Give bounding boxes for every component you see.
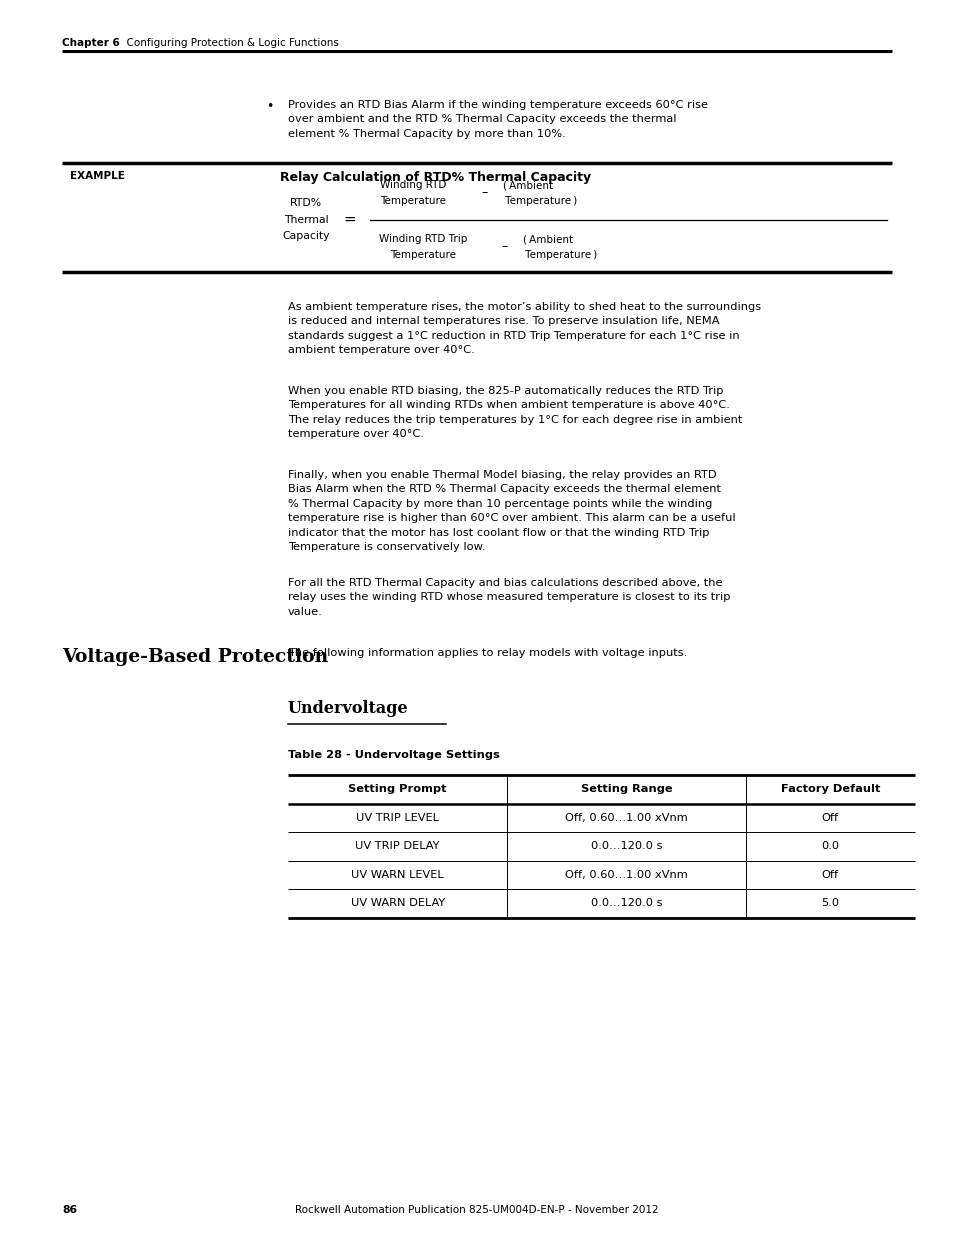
Text: Setting Range: Setting Range: [580, 784, 672, 794]
Text: UV WARN DELAY: UV WARN DELAY: [351, 898, 444, 908]
Text: Winding RTD Trip: Winding RTD Trip: [378, 233, 467, 243]
Text: RTD%: RTD%: [290, 199, 322, 209]
Text: ( Ambient: ( Ambient: [522, 235, 573, 245]
Text: Setting Prompt: Setting Prompt: [348, 784, 447, 794]
Text: The following information applies to relay models with voltage inputs.: The following information applies to rel…: [288, 648, 686, 658]
Text: Off: Off: [821, 813, 838, 823]
Text: Provides an RTD Bias Alarm if the winding temperature exceeds 60°C rise
over amb: Provides an RTD Bias Alarm if the windin…: [288, 100, 707, 138]
Text: Finally, when you enable Thermal Model biasing, the relay provides an RTD
Bias A: Finally, when you enable Thermal Model b…: [288, 471, 735, 552]
Text: UV TRIP LEVEL: UV TRIP LEVEL: [355, 813, 438, 823]
Text: When you enable RTD biasing, the 825-P automatically reduces the RTD Trip
Temper: When you enable RTD biasing, the 825-P a…: [288, 387, 741, 440]
Text: ( Ambient: ( Ambient: [502, 180, 553, 190]
Text: Chapter 6: Chapter 6: [62, 38, 120, 48]
Text: Temperature ): Temperature ): [522, 251, 597, 261]
Text: Temperature: Temperature: [390, 249, 456, 259]
Text: UV WARN LEVEL: UV WARN LEVEL: [351, 869, 443, 879]
Text: Off, 0.60…1.00 xVnm: Off, 0.60…1.00 xVnm: [564, 813, 687, 823]
Text: 86: 86: [62, 1205, 77, 1215]
Text: 0.0…120.0 s: 0.0…120.0 s: [590, 841, 661, 851]
Text: 5.0: 5.0: [821, 898, 839, 908]
Text: Factory Default: Factory Default: [780, 784, 879, 794]
Text: Table 28 - Undervoltage Settings: Table 28 - Undervoltage Settings: [288, 750, 499, 760]
Text: Thermal: Thermal: [283, 215, 328, 225]
Text: Temperature ): Temperature ): [502, 196, 577, 206]
Text: EXAMPLE: EXAMPLE: [70, 170, 125, 182]
Text: For all the RTD Thermal Capacity and bias calculations described above, the
rela: For all the RTD Thermal Capacity and bia…: [288, 578, 730, 616]
Text: 0.0: 0.0: [821, 841, 839, 851]
Text: Voltage-Based Protection: Voltage-Based Protection: [62, 648, 328, 666]
Text: Undervoltage: Undervoltage: [288, 700, 408, 718]
Text: 0.0…120.0 s: 0.0…120.0 s: [590, 898, 661, 908]
Text: –: –: [481, 186, 488, 199]
Text: –: –: [501, 240, 508, 253]
Text: Rockwell Automation Publication 825-UM004D-EN-P - November 2012: Rockwell Automation Publication 825-UM00…: [294, 1205, 659, 1215]
Text: Off, 0.60…1.00 xVnm: Off, 0.60…1.00 xVnm: [564, 869, 687, 879]
Text: UV TRIP DELAY: UV TRIP DELAY: [355, 841, 439, 851]
Text: Configuring Protection & Logic Functions: Configuring Protection & Logic Functions: [120, 38, 338, 48]
Text: Off: Off: [821, 869, 838, 879]
Text: Temperature: Temperature: [379, 195, 446, 205]
Text: Winding RTD: Winding RTD: [379, 179, 446, 189]
Text: Capacity: Capacity: [282, 231, 330, 241]
Text: =: =: [343, 212, 356, 227]
Text: Relay Calculation of RTD% Thermal Capacity: Relay Calculation of RTD% Thermal Capaci…: [280, 170, 591, 184]
Text: As ambient temperature rises, the motor’s ability to shed heat to the surroundin: As ambient temperature rises, the motor’…: [288, 303, 760, 356]
Text: •: •: [266, 100, 274, 112]
